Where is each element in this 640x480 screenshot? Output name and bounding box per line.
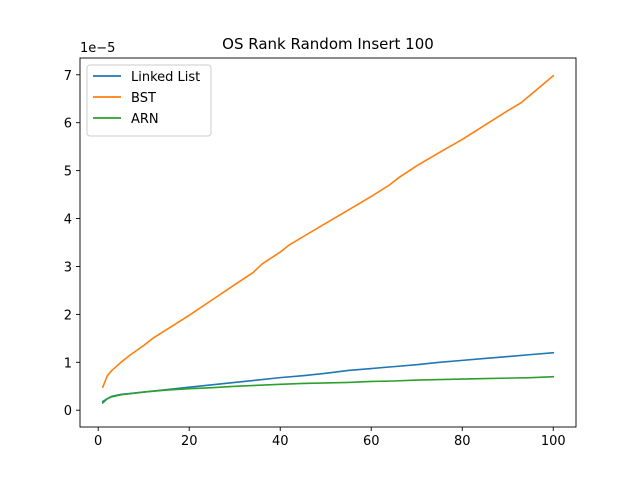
y-tick-label: 1 [64,356,72,371]
x-tick-label: 40 [272,434,289,449]
axes-layer: 0 20 40 60 80 100 0 1 2 3 4 5 6 7 [64,57,577,449]
x-tick-label: 80 [454,434,471,449]
x-tick-label: 0 [94,434,102,449]
series-line-2 [101,375,555,405]
legend-label: Linked List [131,70,200,85]
legend-label: BST [131,91,156,106]
y-tick-label: 5 [64,165,72,180]
y-tick-label: 4 [64,213,72,228]
legend: Linked List BST ARN [86,64,212,137]
y-tick-label: 2 [64,308,72,323]
x-tick-label: 100 [541,434,566,449]
legend-label: ARN [131,112,159,127]
y-tick-label: 6 [64,117,72,132]
plot-frame [79,57,577,428]
y-tick-label: 7 [64,69,72,84]
y-axis-offset-label: 1e−5 [80,41,115,56]
y-tick-label: 0 [64,404,72,419]
series-line-1 [101,74,555,389]
x-tick-label: 60 [363,434,380,449]
x-tick-label: 20 [181,434,198,449]
chart-title: OS Rank Random Insert 100 [222,35,434,53]
series-line-0 [101,351,555,403]
series-layer [101,74,555,405]
y-tick-label: 3 [64,260,72,275]
